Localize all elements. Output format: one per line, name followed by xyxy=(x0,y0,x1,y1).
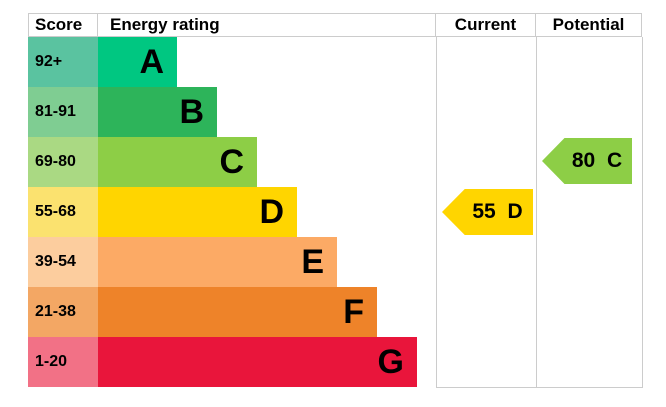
band-row-g: 1-20 G xyxy=(28,337,417,387)
band-bar-b: B xyxy=(98,87,217,137)
header-potential: Potential xyxy=(535,13,642,37)
band-row-d: 55-68 D xyxy=(28,187,417,237)
header-score: Score xyxy=(28,13,98,37)
band-score-range: 21-38 xyxy=(28,287,98,337)
band-score-range: 92+ xyxy=(28,37,98,87)
band-row-c: 69-80 C xyxy=(28,137,417,187)
band-score-range: 69-80 xyxy=(28,137,98,187)
band-bar-f: F xyxy=(98,287,377,337)
band-row-e: 39-54 E xyxy=(28,237,417,287)
band-bar-g: G xyxy=(98,337,417,387)
band-row-f: 21-38 F xyxy=(28,287,417,337)
band-score-range: 39-54 xyxy=(28,237,98,287)
band-row-a: 92+ A xyxy=(28,37,417,87)
grid-line-vertical-current-right xyxy=(536,37,537,387)
band-bar-a: A xyxy=(98,37,177,87)
band-score-range: 55-68 xyxy=(28,187,98,237)
chart-header-row: Score Energy rating Current Potential xyxy=(28,13,642,37)
header-current: Current xyxy=(435,13,536,37)
band-bar-d: D xyxy=(98,187,297,237)
band-score-range: 1-20 xyxy=(28,337,98,387)
grid-line-bottom xyxy=(436,387,643,388)
band-bar-c: C xyxy=(98,137,257,187)
band-score-range: 81-91 xyxy=(28,87,98,137)
grid-line-vertical-potential-right xyxy=(642,37,643,387)
band-bar-e: E xyxy=(98,237,337,287)
grid-line-vertical-current-left xyxy=(436,37,437,387)
potential-rating-marker: 80 C xyxy=(542,138,632,184)
current-rating-marker: 55 D xyxy=(442,189,533,235)
band-row-b: 81-91 B xyxy=(28,87,417,137)
header-energy-rating: Energy rating xyxy=(97,13,436,37)
bands-container: 92+ A 81-91 B 69-80 C 55-68 D 39-54 E 21-38 F 1-20 G xyxy=(28,37,417,387)
